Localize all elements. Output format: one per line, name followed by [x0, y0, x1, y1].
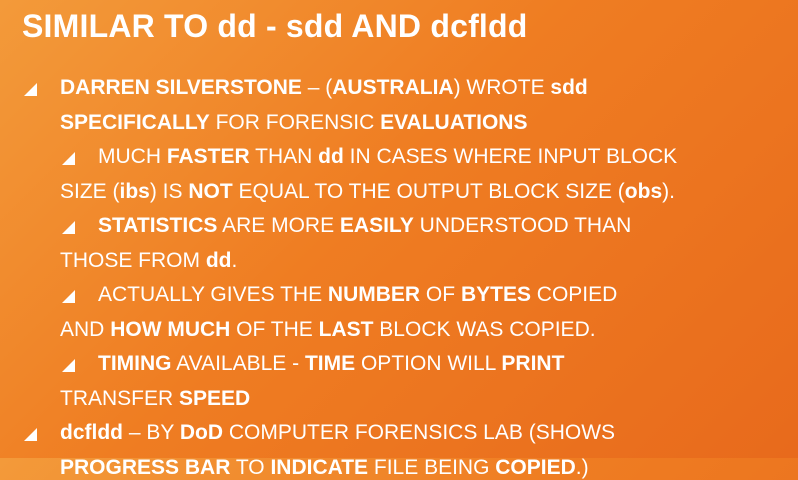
bold-text: SPECIFICALLY: [60, 110, 210, 134]
text: THOSE FROM: [60, 248, 206, 272]
bullet-line: THOSE FROM dd.: [60, 249, 237, 273]
text: – (: [301, 76, 333, 99]
text: UNDERSTOOD THAN: [413, 214, 632, 237]
text: TO: [230, 455, 271, 479]
text: .: [231, 248, 238, 272]
bold-text: TIMING: [98, 352, 172, 375]
bullet-line: TRANSFER SPEED: [60, 387, 250, 411]
text: SIZE (: [60, 179, 120, 203]
bold-text: SPEED: [179, 386, 251, 410]
bullet-line: SIZE (ibs) IS NOT EQUAL TO THE OUTPUT BL…: [60, 180, 675, 204]
bullet-line: DARREN SILVERSTONE – (AUSTRALIA) WROTE s…: [60, 76, 588, 100]
text: FOR FORENSIC: [209, 110, 381, 134]
bullet-triangle-icon: [24, 428, 37, 441]
bold-text: FASTER: [166, 145, 250, 168]
text: AND: [60, 317, 111, 341]
text: BLOCK WAS COPIED.: [373, 317, 596, 341]
bullet-line: AND HOW MUCH OF THE LAST BLOCK WAS COPIE…: [60, 318, 596, 342]
text: .): [575, 455, 589, 479]
bold-text: PRINT: [501, 352, 565, 375]
text: ARE MORE: [217, 214, 340, 237]
text: ) WROTE: [453, 76, 551, 99]
text: COMPUTER FORENSICS LAB (SHOWS: [223, 421, 616, 444]
text: EQUAL TO THE OUTPUT BLOCK SIZE (: [232, 179, 625, 203]
text: OF: [420, 283, 461, 306]
bold-text: LAST: [318, 317, 374, 341]
slide: SIMILAR TO dd - sdd AND dcfldd DARREN SI…: [0, 0, 798, 458]
text: AVAILABLE -: [171, 352, 305, 375]
bullet-line: dcfldd – BY DoD COMPUTER FORENSICS LAB (…: [60, 421, 615, 445]
bold-text: INDICATE: [270, 455, 369, 479]
text: MUCH: [98, 145, 167, 168]
bold-text: DARREN SILVERSTONE: [60, 76, 302, 99]
bold-text: dd: [318, 145, 344, 168]
slide-title: SIMILAR TO dd - sdd AND dcfldd: [22, 8, 528, 44]
bold-text: TIME: [304, 352, 356, 375]
text: IN CASES WHERE INPUT BLOCK: [343, 145, 678, 168]
bold-text: obs: [624, 179, 663, 203]
text: – BY: [123, 421, 180, 444]
bold-text: dd: [205, 248, 232, 272]
bold-text: EVALUATIONS: [380, 110, 528, 134]
text: ACTUALLY GIVES THE: [98, 283, 328, 306]
text: TRANSFER: [60, 386, 180, 410]
bullet-line: STATISTICS ARE MORE EASILY UNDERSTOOD TH…: [98, 214, 631, 238]
bold-text: DoD: [179, 421, 223, 444]
bullet-triangle-icon: [62, 221, 75, 234]
bold-text: NOT: [188, 179, 233, 203]
text: FILE BEING: [368, 455, 496, 479]
bullet-line: MUCH FASTER THAN dd IN CASES WHERE INPUT…: [98, 145, 677, 169]
bold-text: STATISTICS: [98, 214, 218, 237]
bullet-line: TIMING AVAILABLE - TIME OPTION WILL PRIN…: [98, 352, 564, 376]
bold-text: dcfldd: [60, 421, 123, 444]
bold-text: NUMBER: [327, 283, 421, 306]
bullet-line: SPECIFICALLY FOR FORENSIC EVALUATIONS: [60, 111, 527, 135]
text: COPIED: [530, 283, 618, 306]
bold-text: AUSTRALIA: [332, 76, 454, 99]
text: OF THE: [230, 317, 319, 341]
bullet-line: PROGRESS BAR TO INDICATE FILE BEING COPI…: [60, 456, 589, 480]
bullet-triangle-icon: [24, 83, 37, 96]
bold-text: BYTES: [460, 283, 531, 306]
bold-text: COPIED: [495, 455, 576, 479]
text: THAN: [249, 145, 319, 168]
bold-text: PROGRESS BAR: [60, 455, 231, 479]
bold-text: ibs: [119, 179, 150, 203]
text: ) IS: [149, 179, 189, 203]
text: ).: [662, 179, 675, 203]
bullet-triangle-icon: [62, 290, 75, 303]
text: OPTION WILL: [355, 352, 502, 375]
bullet-line: ACTUALLY GIVES THE NUMBER OF BYTES COPIE…: [98, 283, 617, 307]
bold-text: HOW MUCH: [110, 317, 231, 341]
bullet-triangle-icon: [62, 152, 75, 165]
bold-text: EASILY: [339, 214, 414, 237]
bold-text: sdd: [550, 76, 588, 99]
bullet-triangle-icon: [62, 359, 75, 372]
